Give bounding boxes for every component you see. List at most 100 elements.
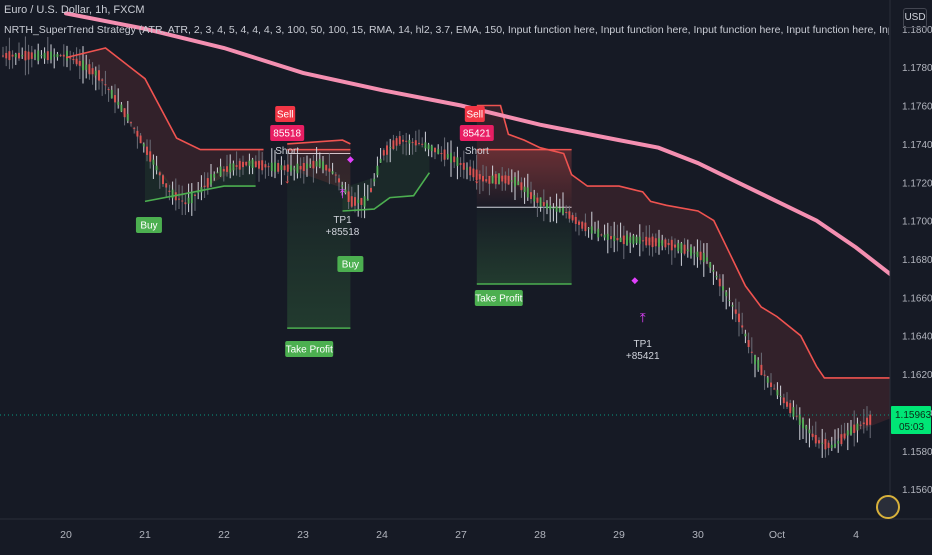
candle-body: [702, 252, 705, 263]
candle-body: [91, 68, 94, 75]
time-tick-label: 4: [853, 529, 859, 541]
sell-label-text: Sell: [466, 110, 483, 121]
time-tick-label: 21: [139, 529, 151, 541]
candle-body: [677, 243, 680, 252]
candle-body: [427, 144, 430, 150]
time-tick-label: Oct: [769, 529, 785, 541]
candle-body: [290, 165, 292, 172]
order-id-label: 85518: [270, 125, 305, 141]
candle-body: [274, 162, 276, 172]
price-tick-label: 1.17600: [902, 102, 932, 113]
candle-body: [824, 438, 827, 450]
candle-body: [2, 55, 4, 57]
candle-body: [734, 309, 737, 314]
candle-body: [635, 236, 638, 244]
candle-body: [18, 52, 20, 59]
candle-body: [398, 136, 401, 145]
candle-body: [75, 58, 78, 65]
study-legend[interactable]: NRTH_SuperTrend Strategy (ATR, ATR, 2, 3…: [4, 24, 889, 36]
candle-body: [773, 388, 776, 390]
candle-body: [555, 206, 558, 212]
candle-body: [360, 197, 363, 205]
candle-body: [8, 51, 11, 61]
take-profit-zone: [476, 207, 572, 284]
signal-diamond-icon: ◆: [631, 275, 638, 285]
candle-body: [670, 239, 673, 251]
candle-body: [558, 207, 561, 212]
candle-body: [664, 239, 667, 248]
candle-body: [725, 292, 728, 297]
candle-body: [571, 215, 574, 221]
candle-body: [770, 382, 772, 388]
candle-body: [757, 359, 760, 370]
candle-body: [754, 355, 756, 365]
candle-body: [674, 244, 676, 248]
supertrend-line-down: [476, 104, 932, 383]
price-tick-label: 1.16800: [902, 255, 932, 266]
candle-body: [610, 236, 612, 240]
candle-body: [392, 140, 395, 149]
candle-body: [40, 55, 43, 57]
candle-body: [456, 157, 459, 166]
candle-body: [446, 154, 449, 159]
candle-body: [597, 228, 600, 238]
take-profit-label-text: Take Profit: [475, 294, 522, 305]
candle-body: [219, 166, 222, 177]
trade-zones: [287, 148, 572, 329]
candle-body: [254, 161, 257, 168]
price-tick-label: 1.16200: [902, 370, 932, 381]
candle-body: [149, 151, 152, 162]
candle-body: [830, 444, 833, 449]
candle-body: [21, 54, 24, 57]
candle-body: [683, 244, 686, 254]
candle-body: [408, 139, 411, 144]
buy-label-text: Buy: [342, 260, 359, 271]
candle-body: [526, 187, 529, 198]
candle-body: [741, 325, 744, 328]
candle-body: [328, 168, 331, 172]
candle-body: [584, 222, 587, 232]
candle-body: [155, 165, 158, 171]
candle-body: [187, 197, 190, 204]
candle-body: [866, 417, 868, 426]
order-id-label-text: 85421: [463, 129, 491, 140]
currency-button[interactable]: USD: [903, 8, 927, 28]
candle-body: [117, 101, 120, 106]
candle-body: [302, 162, 305, 171]
candle-body: [658, 238, 660, 247]
candle-body: [78, 60, 81, 66]
candle-body: [642, 240, 644, 242]
supertrend-area-down: [476, 105, 932, 445]
candle-body: [280, 165, 283, 171]
candle-body: [104, 84, 107, 86]
candle-body: [322, 161, 324, 170]
take-profit-label: Take Profit: [474, 290, 523, 306]
tp1-value: +85518: [326, 227, 360, 238]
candle-body: [616, 238, 619, 241]
candle-body: [722, 286, 724, 291]
candle-body: [763, 374, 766, 376]
candle-body: [318, 159, 321, 167]
candle-body: [478, 174, 481, 180]
candle-body: [568, 211, 571, 219]
candle-body: [440, 153, 443, 155]
candle-body: [574, 216, 577, 224]
candle-body: [242, 161, 244, 168]
candle-body: [690, 246, 692, 256]
price-tick-label: 1.15800: [902, 447, 932, 458]
candle-body: [491, 175, 494, 184]
candle-body: [818, 440, 820, 444]
candle-body: [66, 50, 68, 61]
candle-body: [331, 171, 334, 174]
candle-body: [395, 138, 398, 146]
candle-body: [229, 163, 232, 173]
candle-body: [98, 70, 100, 81]
candle-body: [501, 175, 504, 182]
last-price-tag: [891, 406, 931, 434]
candle-body: [267, 166, 270, 168]
take-profit-label-bg: [474, 290, 523, 306]
candle-body: [517, 181, 520, 185]
candle-body: [376, 165, 379, 176]
